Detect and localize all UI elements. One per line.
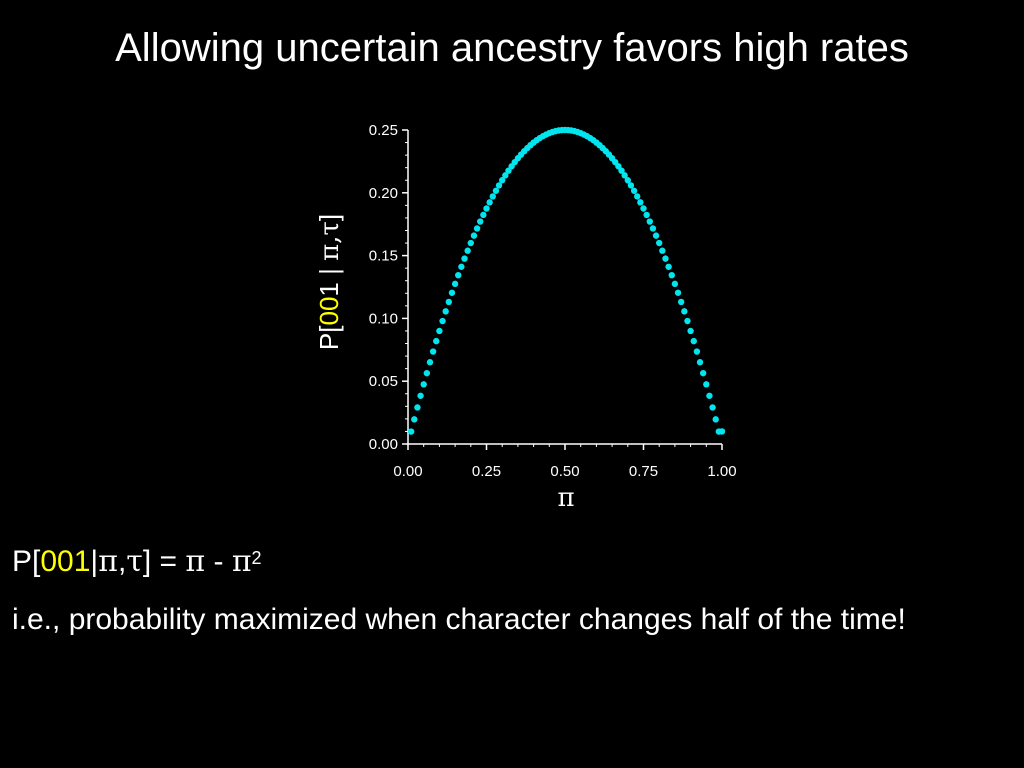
data-point: [426, 359, 434, 366]
slide-title: Allowing uncertain ancestry favors high …: [115, 26, 909, 70]
data-point: [674, 289, 682, 296]
chart-points: [407, 126, 726, 435]
data-point: [712, 416, 719, 423]
x-tick-label: 1.00: [707, 463, 736, 480]
data-point: [489, 193, 496, 200]
data-point: [684, 317, 691, 325]
data-point: [499, 177, 506, 184]
y-tick-label: 0.15: [369, 248, 398, 265]
data-point: [643, 211, 650, 219]
data-point: [703, 381, 710, 388]
chart-axes: 0.00 0.05 0.10 0.15 0.20 0.25 0.00 0.25 0.50 0.75…: [369, 122, 737, 480]
data-point: [699, 369, 707, 377]
data-point: [411, 416, 418, 423]
data-point: [696, 359, 704, 366]
data-point: [709, 404, 716, 411]
y-axis-label: P[001 | π,τ]: [314, 214, 345, 350]
data-point: [420, 381, 427, 388]
data-point: [480, 211, 487, 219]
data-point: [483, 205, 490, 212]
data-point: [470, 232, 478, 239]
data-point: [621, 172, 628, 179]
data-point: [637, 199, 644, 206]
data-point: [477, 218, 484, 225]
x-tick-label: 0.75: [629, 463, 658, 480]
data-point: [455, 271, 462, 279]
formula-prefix: P[: [12, 545, 41, 578]
data-point: [467, 239, 474, 247]
formula-pi-2: π: [185, 544, 206, 579]
data-point: [627, 182, 635, 189]
data-point: [624, 177, 631, 184]
data-point: [630, 187, 638, 194]
data-point: [687, 327, 694, 335]
data-point: [445, 298, 453, 306]
data-point: [442, 308, 449, 315]
y-tick-label: 0.00: [369, 436, 398, 453]
data-point: [640, 205, 647, 212]
data-point: [423, 369, 431, 377]
data-point: [448, 289, 456, 296]
data-point: [492, 187, 500, 194]
formula-bar: |: [90, 545, 99, 578]
data-point: [634, 193, 641, 200]
data-point: [706, 392, 713, 399]
data-point: [473, 225, 481, 232]
formula-tau: τ: [126, 544, 143, 579]
data-point: [417, 392, 424, 399]
data-point: [407, 428, 415, 435]
data-point: [646, 218, 653, 225]
data-point: [429, 348, 437, 355]
formula-minus: -: [205, 545, 232, 578]
x-tick-label: 0.00: [393, 463, 422, 480]
data-point: [433, 337, 440, 345]
data-point: [656, 239, 663, 247]
data-point: [693, 348, 701, 355]
data-point: [439, 317, 446, 325]
data-point: [451, 280, 459, 288]
data-point: [652, 232, 660, 239]
formula-pi-1: π: [98, 544, 118, 579]
data-point: [495, 182, 503, 189]
body-text: i.e., probability maximized when charact…: [12, 603, 906, 636]
data-point: [718, 428, 726, 435]
data-point: [690, 337, 697, 345]
formula-equals: ] =: [142, 545, 186, 578]
data-point: [662, 255, 669, 262]
data-point: [671, 280, 679, 288]
formula-exponent: 2: [251, 548, 262, 568]
data-point: [464, 247, 471, 254]
data-point: [502, 172, 509, 179]
y-tick-label: 0.25: [369, 122, 398, 139]
x-tick-label: 0.50: [550, 463, 579, 480]
formula-comma: ,: [117, 545, 127, 578]
formula-highlight: 001: [40, 545, 91, 578]
y-tick-label: 0.20: [369, 185, 398, 202]
data-point: [436, 327, 443, 335]
formula-line: P[001|π,τ] = π - π2: [12, 540, 262, 584]
data-point: [486, 199, 493, 206]
data-point: [414, 404, 421, 411]
x-tick-label: 0.25: [472, 463, 501, 480]
data-point: [668, 271, 675, 279]
data-point: [681, 308, 688, 315]
data-point: [659, 247, 666, 254]
data-point: [458, 263, 465, 270]
data-point: [677, 298, 685, 306]
data-point: [618, 167, 625, 174]
data-point: [461, 255, 468, 262]
formula-pi-3: π: [231, 544, 252, 579]
y-tick-label: 0.10: [369, 310, 398, 327]
y-tick-label: 0.05: [369, 373, 398, 390]
data-point: [665, 263, 672, 270]
data-point: [649, 225, 657, 232]
x-axis-label: π: [557, 483, 574, 513]
